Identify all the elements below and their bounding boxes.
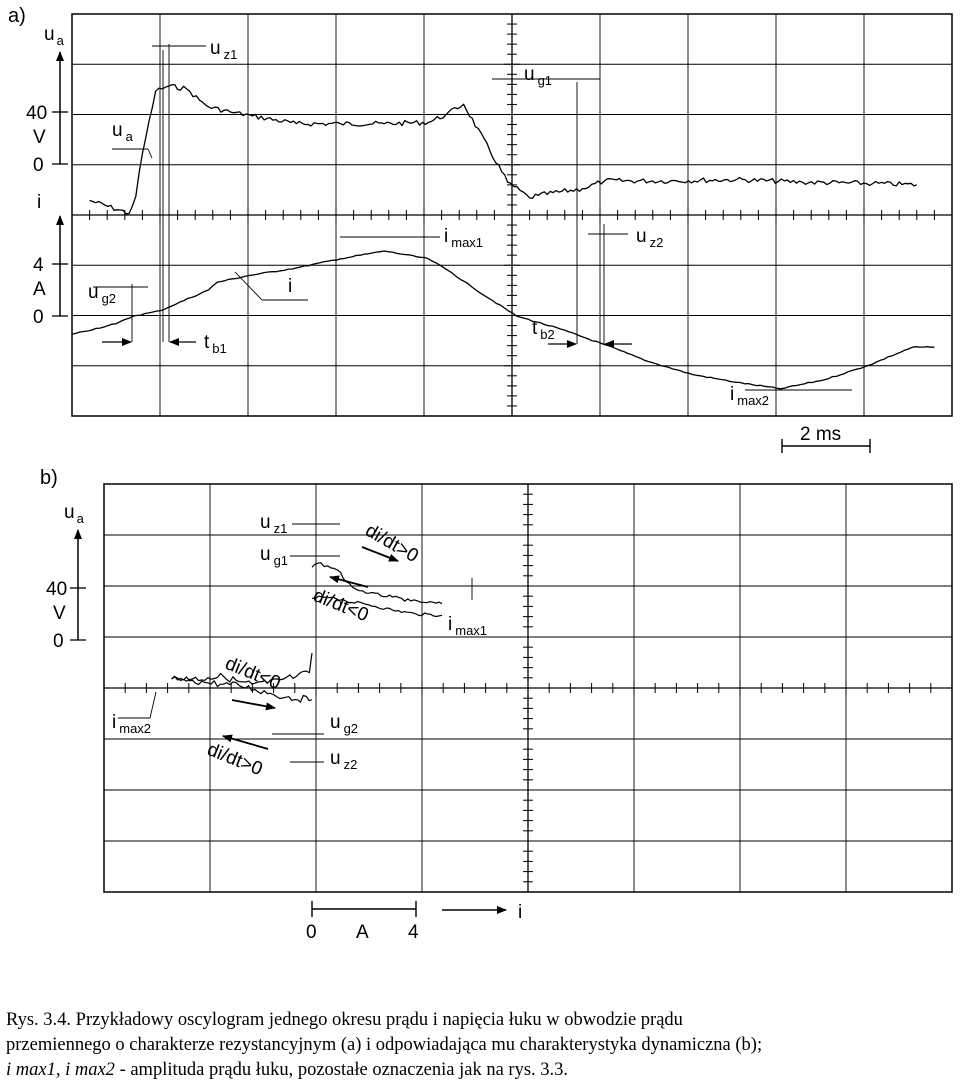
label-ug1-b: u g1 <box>260 544 288 568</box>
panel-b-label: b) <box>40 467 58 489</box>
current-axis-a-symbol: i <box>37 192 41 213</box>
caption-amplitude-symbols: i max1, i max2 <box>6 1060 115 1080</box>
trace-ua <box>89 83 918 215</box>
trace-b-upper-rising <box>311 562 443 605</box>
trace-b-lower-falling <box>171 652 313 685</box>
label-tb2: t b2 <box>532 318 555 342</box>
panel-b-leaders <box>118 523 473 763</box>
figure-caption: Rys. 3.4. Przykładowy oscylogram jednego… <box>6 1008 954 1083</box>
label-uz1-a: u z1 <box>210 38 237 62</box>
current-axis-b-scale: 4 <box>408 922 419 943</box>
panel-a-label: a) <box>8 5 26 27</box>
current-axis-a-zero: 0 <box>33 307 44 328</box>
label-imax1-b: i max1 <box>448 614 487 638</box>
current-axis-a-scale: 4 <box>33 255 44 276</box>
label-tb1: t b1 <box>204 332 227 356</box>
caption-line-3-rest: - amplituda prądu łuku, pozostałe oznacz… <box>114 1060 569 1080</box>
label-didt-upper-positive: di/dt>0 <box>362 520 422 567</box>
label-uz1-b: u z1 <box>260 512 287 536</box>
label-i-a: i <box>288 276 292 297</box>
label-ug2-a: u g2 <box>88 282 116 306</box>
time-scale-bar <box>781 439 871 453</box>
trace-b-upper-falling <box>311 595 443 618</box>
didt-arrow-upper-left <box>329 575 369 588</box>
voltage-axis-a-scale: 40 <box>26 103 47 124</box>
label-uz2-b: u z2 <box>330 748 357 772</box>
didt-arrow-lower-right <box>231 699 276 711</box>
label-ug2-b: u g2 <box>330 712 358 736</box>
caption-line-1: Rys. 3.4. Przykładowy oscylogram jednego… <box>6 1010 683 1030</box>
current-axis-b-unit: A <box>356 922 369 943</box>
voltage-axis-b-scale: 40 <box>46 579 67 600</box>
panel-a-leaders <box>93 44 852 391</box>
current-axis-b-symbol: i <box>518 902 522 923</box>
label-imax2-b: i max2 <box>112 712 151 736</box>
time-scale-label: 2 ms <box>800 424 841 445</box>
voltage-axis-a-zero: 0 <box>33 155 44 176</box>
voltage-axis-b-zero: 0 <box>53 631 64 652</box>
panel-b-ticks <box>103 483 953 893</box>
label-uz2-a: u z2 <box>636 226 663 250</box>
label-imax2-a: i max2 <box>730 384 769 408</box>
didt-arrow-lower-left <box>222 734 269 750</box>
current-axis-a-unit: A <box>33 279 46 300</box>
current-axis-b-zero: 0 <box>306 922 317 943</box>
trace-b-lower-rising <box>171 675 313 703</box>
label-ug1-a: u g1 <box>524 64 552 88</box>
caption-line-3: i max1, i max2 - amplituda prądu łuku, p… <box>6 1058 954 1083</box>
panel-a-ticks <box>71 13 953 417</box>
voltage-axis-a-unit: V <box>33 127 46 148</box>
voltage-axis-b-unit: V <box>53 603 66 624</box>
current-axis-b-scale <box>311 901 417 917</box>
label-imax1-a: i max1 <box>444 226 483 250</box>
caption-line-2: przemiennego o charakterze rezystancyjny… <box>6 1035 763 1055</box>
trace-i <box>71 250 935 390</box>
didt-arrow-upper-right <box>361 546 399 562</box>
